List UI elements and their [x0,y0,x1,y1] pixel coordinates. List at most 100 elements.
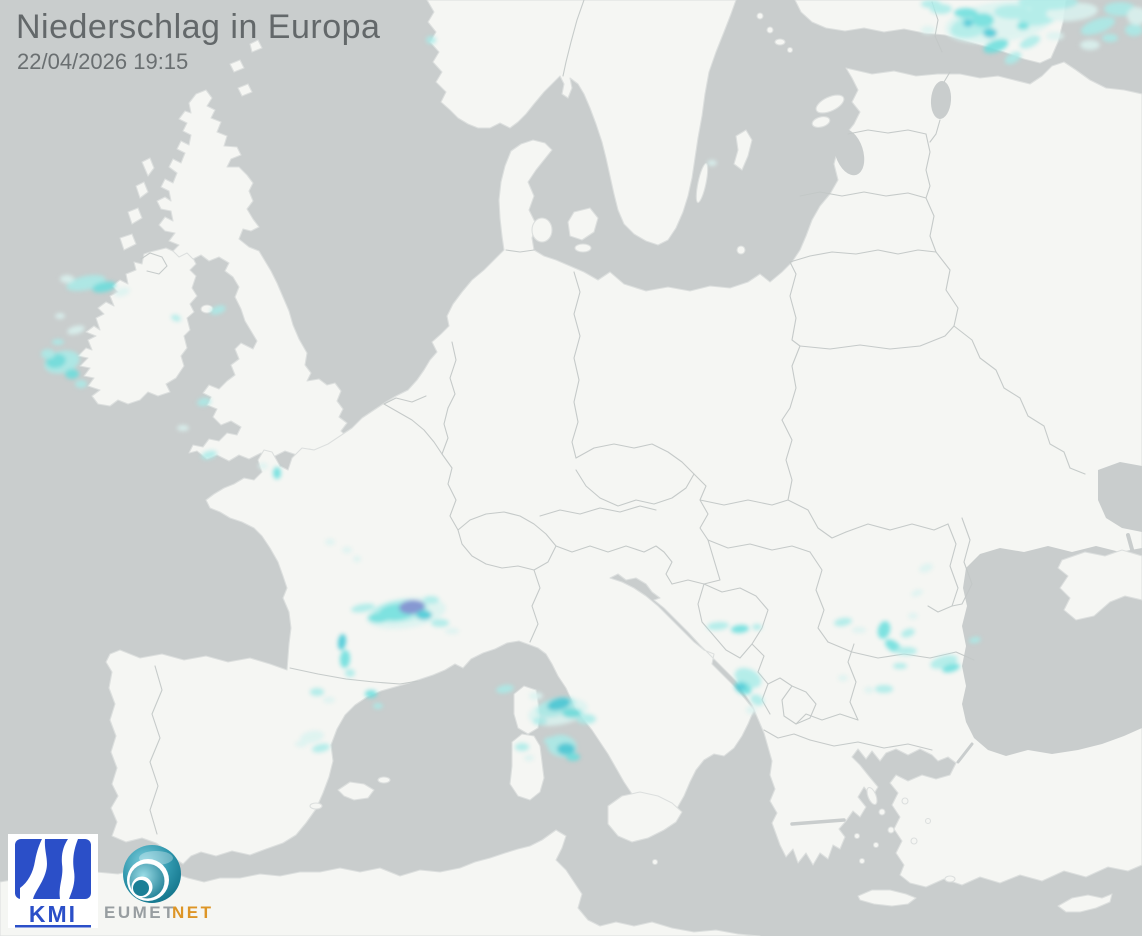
precipitation-cell [75,380,87,388]
precipitation-cell [431,619,449,627]
precipitation-cell [1080,40,1100,50]
precipitation-cell [963,19,973,27]
precipitation-cell [908,613,918,619]
precipitation-cell [736,683,746,691]
precipitation-cell [893,663,907,669]
precipitation-cell [895,647,917,655]
precipitation-cell [515,743,529,751]
precipitation-cell [312,743,330,753]
precipitation-cell [529,692,543,700]
land-danish-islands [531,207,746,255]
precipitation-cell [1127,7,1142,25]
precipitation-cell [197,397,211,407]
land-sardinia [509,733,545,801]
precipitation-cell [1017,22,1029,30]
precipitation-cell [524,755,534,761]
land-crimea [1057,549,1142,621]
lake-peipus [930,81,952,119]
precipitation-cell [92,281,116,293]
precipitation-cell [544,737,558,745]
precipitation-cell [325,539,335,545]
precipitation-cell [445,628,459,634]
precipitation-cell [41,349,55,359]
precipitation-cell [201,450,217,460]
kerch-strait [1126,533,1135,555]
precipitation-cell [533,717,547,725]
precipitation-cell [399,599,425,615]
country-borders [140,0,1086,835]
precipitation-cell [746,706,756,714]
precipitation-cell [919,563,933,573]
precipitation-cell [954,8,978,18]
precipitation-cell [1125,24,1142,36]
precipitation-cell [273,467,281,479]
precipitation-cell [1046,32,1064,40]
precipitation-cell [423,596,439,604]
precipitation-cell [300,730,324,744]
land-cyprus [1057,893,1113,913]
gulf-of-riga [833,128,865,176]
precipitation-cell [942,663,960,673]
sea-of-azov [1098,462,1142,532]
precipitation-cell [1080,16,1116,36]
kmi-logo-wave-left [20,839,47,899]
precipitation-cell [416,610,432,620]
land-crete [857,889,917,907]
precipitation-cell [562,708,582,718]
precipitation-cell [351,603,375,613]
precipitation-cell [323,697,335,703]
eumetnet-gloss [139,851,173,865]
precipitation-cell [345,669,355,677]
precipitation-cell [171,314,181,322]
precipitation-cell [373,703,383,709]
land-hebrides [119,39,263,251]
precipitation-cell [339,650,351,668]
land-ibiza [309,802,323,810]
precipitation-cell [1102,34,1118,42]
precipitation-cell [557,743,575,755]
precipitation-cell [65,369,79,379]
precipitation-cell [752,624,762,630]
land-malta [651,858,659,866]
eumetnet-circle-inner [133,880,149,896]
land-scandinavia [426,0,737,246]
bosphorus-strait [956,742,974,764]
map-timestamp: 22/04/2026 19:15 [17,49,189,74]
kmi-logo[interactable]: KMI [8,834,98,928]
precipitation-cell [901,628,915,638]
land-archipelago-aland [756,12,794,54]
eumetnet-label-orange: NET [172,903,214,922]
precipitation-cell [921,26,935,34]
precipitation-cell [210,305,226,315]
eumetnet-logo[interactable]: EUMET NET [104,845,214,922]
precipitation-cell [177,425,189,431]
land-aegean-islands [853,786,956,883]
precipitation-cell [707,160,717,166]
kmi-logo-underline [15,925,91,928]
land-sicily [607,791,683,843]
precipitation-cell [547,697,571,711]
precipitation-cell [750,694,764,706]
precipitation-cell [342,547,352,553]
land-ireland [77,246,198,407]
land-great-britain [156,89,348,462]
precipitation-cell [55,313,65,319]
kmi-logo-label: KMI [29,901,77,927]
precipitation-cell [576,714,596,724]
precipitation-cell [969,636,981,644]
precipitation-cell [838,675,848,681]
land-menorca [377,776,391,784]
precipitation-cell [852,627,866,633]
precipitation-cell [983,28,997,38]
precipitation-cell [67,325,85,335]
land-gotland [733,129,753,171]
precipitation-cell [60,275,74,283]
precipitation-cell [1018,0,1078,10]
land-estonian-islands [811,94,845,128]
land-oland [695,162,709,204]
precipitation-layer [41,0,1142,761]
precipitation-cell [368,613,388,623]
precipitation-cell [566,753,580,761]
gulf-of-corinth [790,818,846,826]
